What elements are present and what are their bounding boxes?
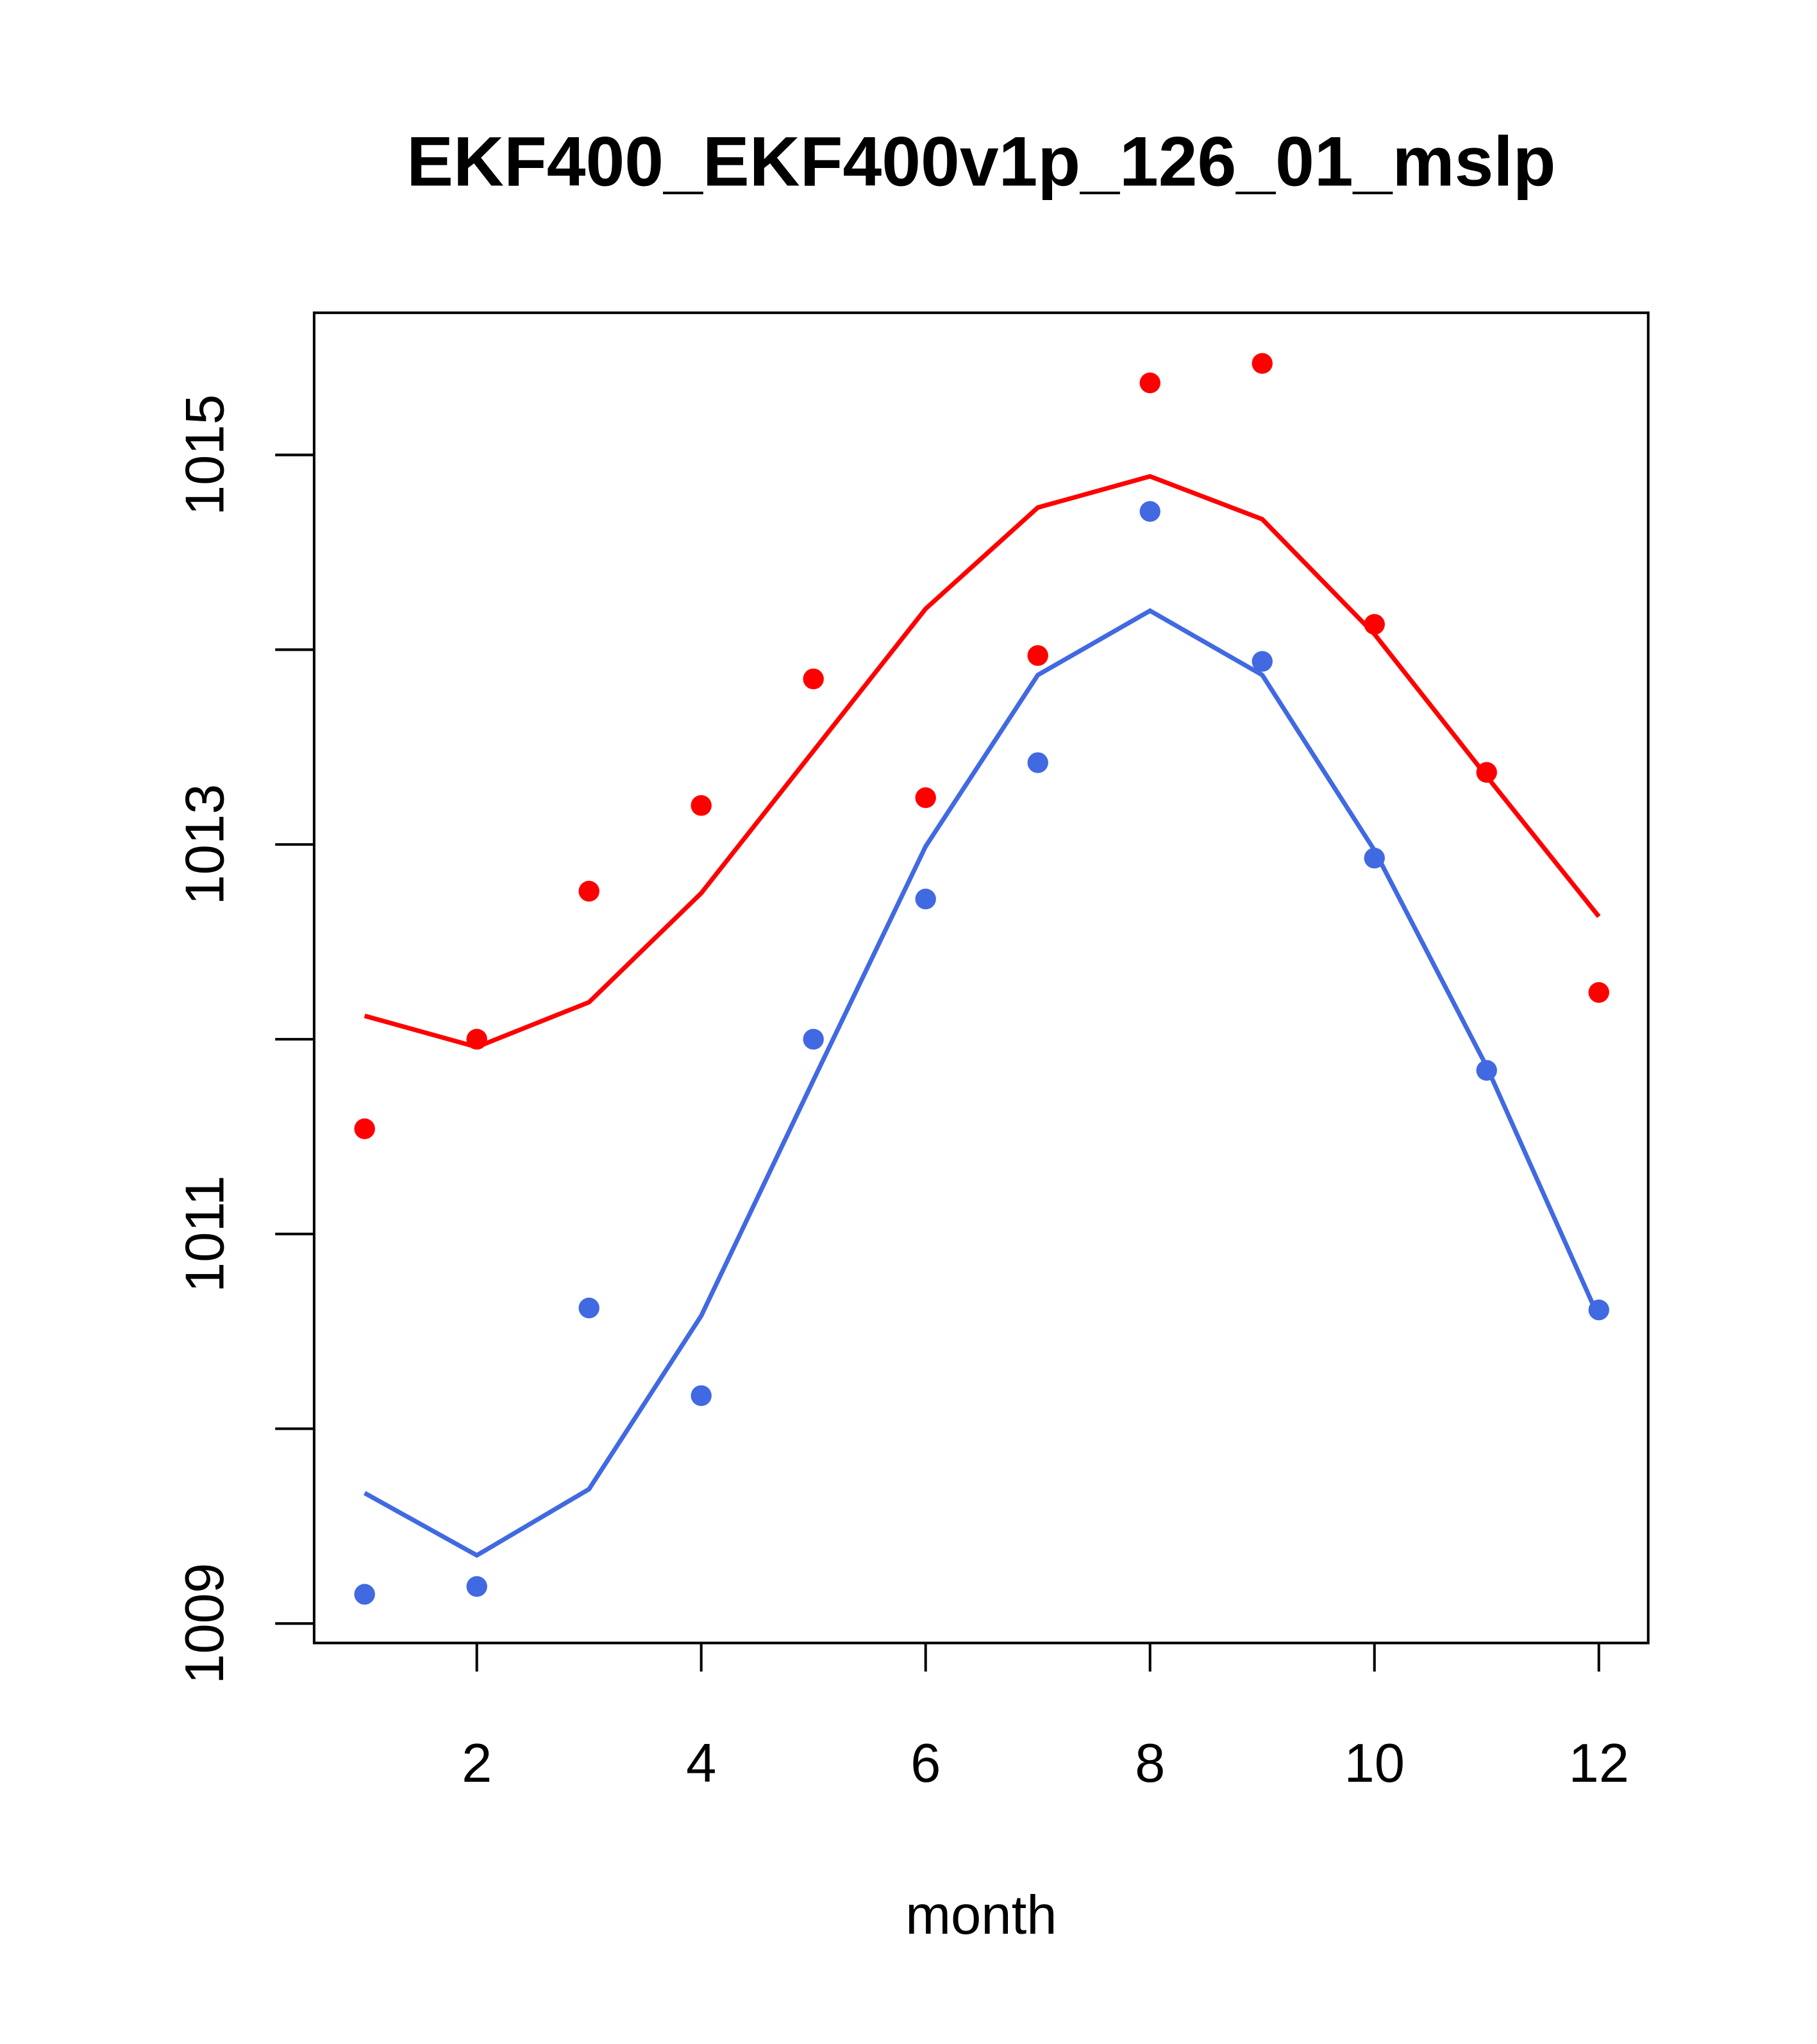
plot-marks — [354, 353, 1609, 1605]
x-tick-label: 10 — [1344, 1733, 1405, 1794]
x-tick-label: 2 — [462, 1733, 492, 1794]
data-point — [691, 795, 712, 816]
data-point — [578, 1297, 599, 1319]
x-tick-label: 4 — [686, 1733, 716, 1794]
data-point — [578, 880, 599, 902]
data-point — [915, 888, 936, 910]
x-tick-label: 8 — [1135, 1733, 1165, 1794]
data-point — [1139, 372, 1160, 394]
data-point — [691, 1385, 712, 1406]
x-tick-label: 6 — [910, 1733, 941, 1794]
plot-frame — [312, 311, 1650, 1645]
data-point — [354, 1118, 375, 1139]
axes: 2 4 6 8 10 12 1009 1011 1013 1015 — [174, 394, 1629, 1794]
data-point — [1139, 501, 1160, 522]
data-point — [1027, 645, 1048, 666]
y-tick-label: 1015 — [174, 394, 235, 515]
series-line-1 — [364, 474, 1601, 1050]
y-tick-label: 1011 — [174, 1175, 235, 1293]
data-point — [915, 787, 936, 808]
data-point — [1252, 651, 1273, 672]
data-point — [354, 1584, 375, 1605]
y-tick-label: 1009 — [174, 1563, 235, 1684]
chart-title: EKF400_EKF400v1p_126_01_mslp — [406, 122, 1555, 201]
data-point — [803, 1028, 824, 1050]
x-tick-label: 12 — [1568, 1733, 1629, 1794]
data-point — [466, 1576, 487, 1597]
data-point — [1027, 752, 1048, 773]
y-tick-label: 1013 — [174, 784, 235, 905]
x-axis-label: month — [905, 1885, 1057, 1946]
data-point — [1588, 982, 1609, 1003]
data-point — [1252, 353, 1273, 374]
series-line-3 — [363, 608, 1601, 1558]
data-point — [803, 668, 824, 690]
